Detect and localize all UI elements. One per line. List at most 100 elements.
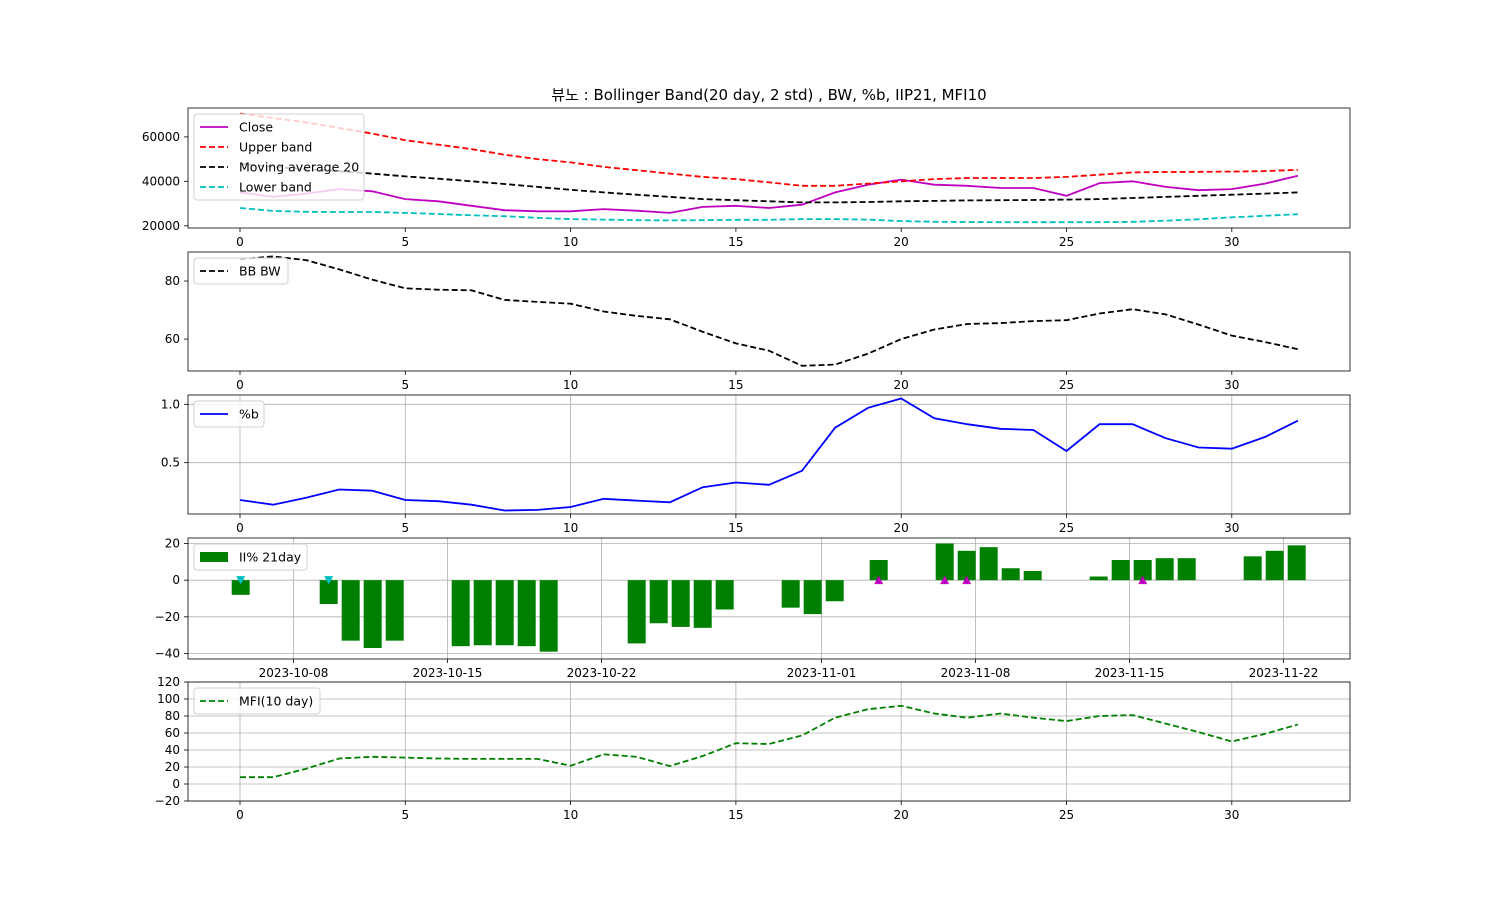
x-tick-label: 25 — [1059, 808, 1074, 822]
y-tick-label: −20 — [155, 794, 180, 808]
x-date-tick-label: 2023-11-08 — [941, 666, 1011, 680]
legend-label: Upper band — [239, 140, 312, 155]
iip-bar — [1155, 558, 1174, 581]
x-tick-label: 30 — [1224, 808, 1239, 822]
x-date-tick-label: 2023-10-08 — [259, 666, 329, 680]
axes-frame — [187, 394, 1351, 515]
y-tick-label: 20 — [165, 537, 180, 551]
x-tick-label: 20 — [894, 808, 909, 822]
series-line--b — [239, 397, 1299, 512]
y-tick-label: 0.5 — [161, 456, 180, 470]
sell-signal-marker — [324, 576, 334, 585]
x-tick-label: 5 — [401, 521, 409, 535]
y-tick-label: 20000 — [142, 219, 180, 233]
x-date-tick-label: 2023-11-15 — [1095, 666, 1165, 680]
iip-bar — [341, 580, 360, 641]
x-tick-label: 20 — [894, 235, 909, 249]
axes-frame — [187, 107, 1351, 229]
legend-box — [193, 687, 321, 715]
legend: BB BW — [193, 257, 289, 285]
series-line-moving-average-20 — [239, 162, 1298, 204]
iip-bar — [231, 580, 250, 595]
buy-signal-marker — [962, 575, 972, 585]
legend-swatch — [200, 552, 228, 562]
y-tick-label: −40 — [155, 647, 180, 661]
y-tick-label: 100 — [157, 692, 180, 706]
y-tick-label: 120 — [157, 675, 180, 689]
y-tick-label: −20 — [155, 610, 180, 624]
iip-bar — [979, 547, 998, 581]
iip-bar — [539, 580, 558, 652]
iip-bar — [1243, 556, 1262, 581]
legend-box — [193, 543, 308, 571]
x-tick-label: 0 — [236, 235, 244, 249]
iip-bar — [385, 580, 404, 641]
x-tick-label: 5 — [401, 378, 409, 392]
chart-title: 뷰노 : Bollinger Band(20 day, 2 std) , BW,… — [551, 86, 986, 104]
legend-label: %b — [239, 407, 259, 422]
legend-box — [193, 400, 265, 428]
x-tick-label: 25 — [1059, 521, 1074, 535]
iip-bar — [517, 580, 536, 647]
iip-bar — [935, 543, 954, 581]
series-line-bb-bw — [239, 255, 1299, 367]
iip-bar — [781, 580, 800, 608]
buy-signal-marker — [1138, 575, 1148, 585]
iip-bar — [1287, 545, 1306, 581]
x-date-tick-label: 2023-10-22 — [567, 666, 637, 680]
legend: %b — [193, 400, 265, 428]
y-tick-label: 60000 — [142, 130, 180, 144]
y-tick-label: 40 — [165, 743, 180, 757]
x-tick-label: 15 — [728, 235, 743, 249]
x-tick-label: 10 — [563, 521, 578, 535]
iip-bar — [1001, 568, 1020, 581]
x-tick-label: 30 — [1224, 235, 1239, 249]
x-date-tick-label: 2023-10-15 — [413, 666, 483, 680]
y-tick-label: 80 — [165, 274, 180, 288]
x-tick-label: 15 — [728, 808, 743, 822]
x-tick-label: 10 — [563, 235, 578, 249]
x-date-tick-label: 2023-11-22 — [1249, 666, 1319, 680]
iip-bar — [495, 580, 514, 646]
x-tick-label: 20 — [894, 521, 909, 535]
iip-bar — [1111, 560, 1130, 581]
x-date-tick-label: 2023-11-01 — [787, 666, 857, 680]
panel-bollinger: 20000 40000 60000 0 5 10 15 20 25 30 Close Upper ba… — [142, 107, 1351, 249]
iip-bar — [825, 580, 844, 602]
x-tick-label: 20 — [894, 378, 909, 392]
axes-frame — [187, 251, 1351, 372]
legend-box — [193, 257, 289, 285]
legend-label: Moving average 20 — [239, 160, 359, 175]
iip-bar — [649, 580, 668, 624]
legend-label: MFI(10 day) — [239, 694, 313, 709]
iip-bar — [803, 580, 822, 615]
panel-mfi: −20 0 20 40 60 80 100 120 0 5 10 15 20 25 30 MFI(10 day… — [155, 675, 1351, 822]
x-tick-label: 25 — [1059, 378, 1074, 392]
sell-signal-marker — [236, 576, 246, 585]
x-tick-label: 10 — [563, 378, 578, 392]
x-tick-label: 0 — [236, 808, 244, 822]
iip-bar — [1265, 550, 1284, 581]
x-tick-label: 15 — [728, 378, 743, 392]
buy-signal-marker — [940, 575, 950, 585]
y-tick-label: 80 — [165, 709, 180, 723]
legend-label: Close — [239, 120, 273, 135]
panel-bandwidth: 60 80 0 5 10 15 20 25 30 BB BW — [165, 251, 1351, 392]
axes-frame — [187, 681, 1351, 802]
iip-bar — [451, 580, 470, 647]
legend-label: II% 21day — [239, 550, 302, 565]
iip-bar — [671, 580, 690, 627]
panel-percent_b: 0.5 1.0 0 5 10 15 20 25 30 %b — [161, 394, 1351, 535]
x-tick-label: 15 — [728, 521, 743, 535]
legend-box — [193, 113, 365, 201]
series-line-lower-band — [239, 207, 1298, 224]
iip-bar — [363, 580, 382, 648]
legend: II% 21day — [193, 543, 308, 571]
y-tick-label: 20 — [165, 760, 180, 774]
legend-label: BB BW — [239, 264, 281, 279]
x-tick-label: 25 — [1059, 235, 1074, 249]
iip-bar — [1023, 571, 1042, 581]
iip-bar — [715, 580, 734, 610]
